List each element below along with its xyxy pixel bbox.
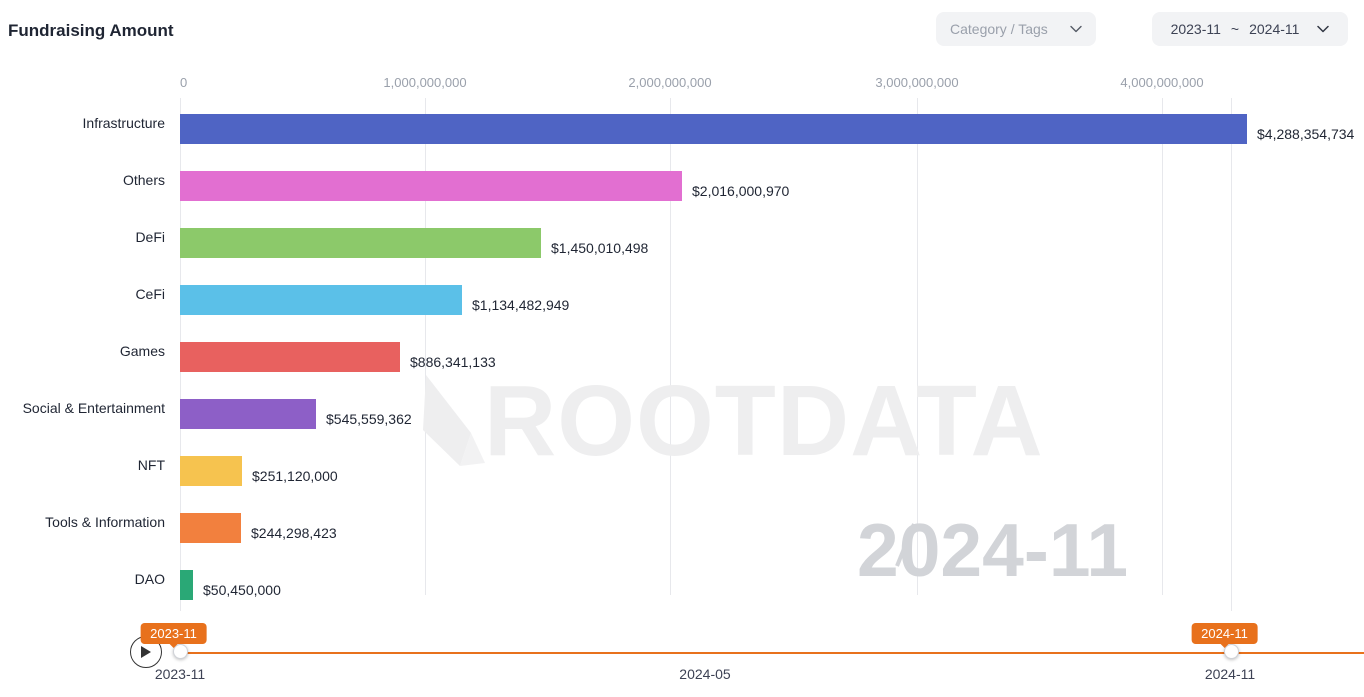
svg-text:2024-11: 2024-11 bbox=[857, 508, 1128, 592]
svg-text:ROOTDATA: ROOTDATA bbox=[484, 375, 1044, 477]
